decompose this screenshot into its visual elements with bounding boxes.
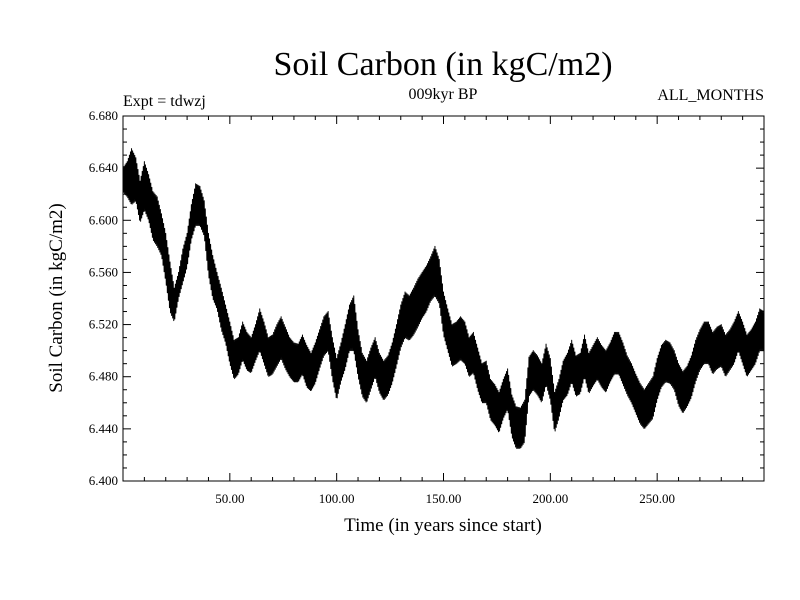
y-tick-label: 6.440 bbox=[89, 421, 118, 436]
y-tick-label: 6.640 bbox=[89, 160, 118, 175]
x-axis-label: Time (in years since start) bbox=[344, 515, 542, 536]
chart-title: Soil Carbon (in kgC/m2) bbox=[273, 46, 612, 83]
plot-frame bbox=[122, 115, 765, 482]
x-tick-label: 50.00 bbox=[215, 491, 244, 506]
y-tick-labels: 6.400 6.440 6.480 6.520 6.560 6.600 6.640 6.680 bbox=[89, 108, 118, 488]
x-tick-labels: 50.00 100.00 150.00 200.00 250.00 bbox=[215, 491, 675, 506]
soil-carbon-series-line bbox=[122, 148, 765, 449]
x-tick-label: 250.00 bbox=[639, 491, 675, 506]
experiment-label: Expt = tdwzj bbox=[123, 93, 206, 110]
y-axis-label: Soil Carbon (in kgC/m2) bbox=[46, 203, 67, 392]
chart-subtitle: 009kyr BP bbox=[409, 86, 478, 103]
y-tick-label: 6.520 bbox=[89, 317, 118, 332]
months-label: ALL_MONTHS bbox=[657, 87, 764, 104]
y-tick-label: 6.600 bbox=[89, 212, 118, 227]
x-tick-label: 100.00 bbox=[319, 491, 355, 506]
x-tick-label: 200.00 bbox=[532, 491, 568, 506]
y-tick-label: 6.680 bbox=[89, 108, 118, 123]
x-tick-label: 150.00 bbox=[426, 491, 462, 506]
y-tick-label: 6.560 bbox=[89, 264, 118, 279]
series-layer bbox=[122, 148, 765, 449]
y-tick-label: 6.480 bbox=[89, 369, 118, 384]
y-tick-label: 6.400 bbox=[89, 473, 118, 488]
